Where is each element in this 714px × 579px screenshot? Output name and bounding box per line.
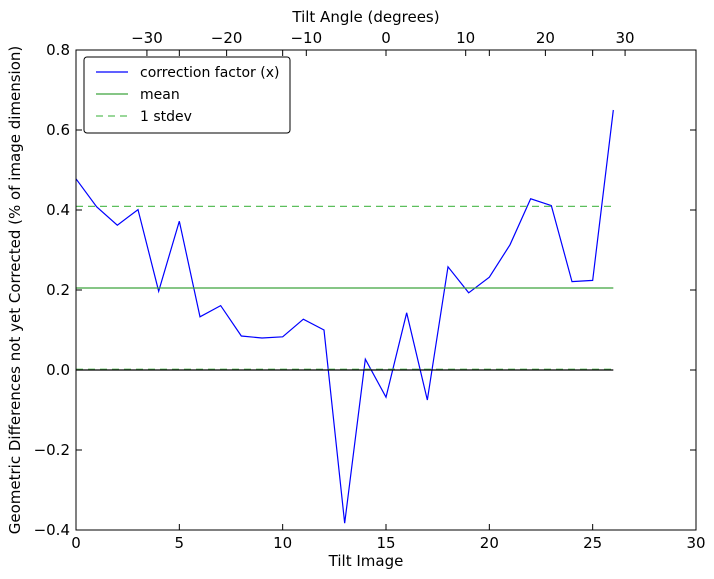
x-tick-label: 25: [583, 534, 602, 552]
top-x-tick-label: −20: [211, 29, 243, 47]
top-x-tick-label: 10: [456, 29, 475, 47]
ticks-layer: 0 5 10 15 20 25 30 −0.4 −0.2 0.0 0.2 0.4 0.6 0.8 −30 −2…: [34, 29, 706, 552]
y-tick-label: 0.8: [46, 41, 70, 59]
labels-layer: Tilt Image Tilt Angle (degrees) Geometric …: [6, 8, 440, 570]
x-axis-label: Tilt Image: [328, 552, 404, 570]
x-tick-label: 20: [480, 534, 499, 552]
x-tick-label: 0: [71, 534, 81, 552]
y-tick-label: 0.2: [46, 281, 70, 299]
y-tick-label: −0.4: [34, 521, 70, 539]
y-axis-label: Geometric Differences not yet Corrected …: [6, 46, 24, 535]
x-tick-label: 15: [376, 534, 395, 552]
top-x-tick-label: −10: [290, 29, 322, 47]
legend-label: correction factor (x): [140, 65, 279, 81]
legend: correction factor (x) mean 1 stdev: [83, 56, 291, 134]
top-x-tick-label: 0: [381, 29, 391, 47]
x-tick-label: 10: [273, 534, 292, 552]
x-tick-label: 5: [175, 534, 185, 552]
top-x-tick-label: 20: [536, 29, 555, 47]
y-tick-label: 0.4: [46, 201, 70, 219]
x-tick-label: 30: [686, 534, 705, 552]
legend-label: mean: [140, 87, 180, 103]
top-x-tick-label: −30: [131, 29, 163, 47]
y-tick-label: 0.6: [46, 121, 70, 139]
top-x-axis-label: Tilt Angle (degrees): [291, 8, 439, 26]
y-tick-label: 0.0: [46, 361, 70, 379]
legend-box: [83, 56, 291, 134]
series-line-0: [75, 109, 614, 524]
y-tick-label: −0.2: [34, 441, 70, 459]
series-layer: [75, 109, 614, 524]
legend-label: 1 stdev: [140, 109, 192, 125]
top-x-tick-label: 30: [616, 29, 635, 47]
